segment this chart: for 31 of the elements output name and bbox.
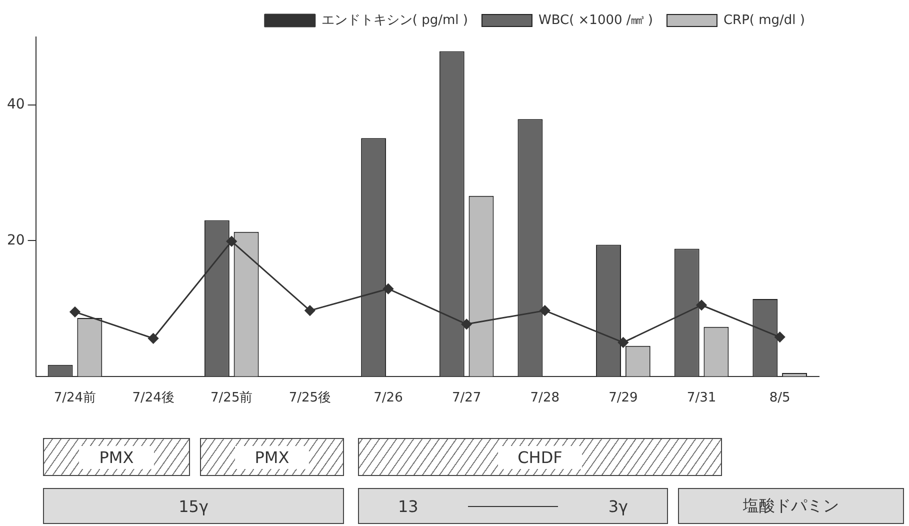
x-tick-label: 7/24後 [132, 390, 174, 406]
point [70, 306, 80, 318]
point [226, 236, 237, 247]
legend-label: WBC( ×1000 /㎣ ) [538, 12, 653, 28]
shaded-box: 15γ [43, 488, 344, 524]
point [618, 337, 628, 348]
hatched-box: CHDF [358, 438, 722, 476]
shaded-box: 塩酸ドパミン [678, 488, 904, 524]
shaded-box: 13 3γ [358, 488, 668, 524]
point [383, 284, 394, 294]
y-tick-label: 20 [6, 232, 25, 248]
y-tick-label: 40 [6, 96, 25, 113]
point [774, 332, 786, 342]
legend-label: エンドトキシン( pg/ml ) [321, 12, 468, 28]
x-tick-label: 7/26 [374, 390, 403, 406]
x-tick-label: 7/25前 [210, 390, 253, 406]
x-tick-label: 7/29 [608, 390, 638, 406]
x-tick-label: 7/24前 [54, 390, 96, 406]
point [696, 300, 707, 310]
hatched-box: PMX [43, 438, 190, 476]
x-tick-label: 7/25後 [288, 390, 332, 406]
legend-label: CRP( mg/dl ) [723, 12, 806, 28]
point [304, 305, 316, 316]
x-tick-label: 7/31 [686, 390, 716, 406]
x-tick-label: 7/28 [530, 390, 560, 406]
point [148, 333, 159, 344]
x-tick-label: 8/5 [769, 390, 790, 406]
x-tick-label: 7/27 [452, 390, 482, 406]
point [540, 305, 550, 316]
point [461, 318, 472, 330]
hatched-box: PMX [200, 438, 344, 476]
